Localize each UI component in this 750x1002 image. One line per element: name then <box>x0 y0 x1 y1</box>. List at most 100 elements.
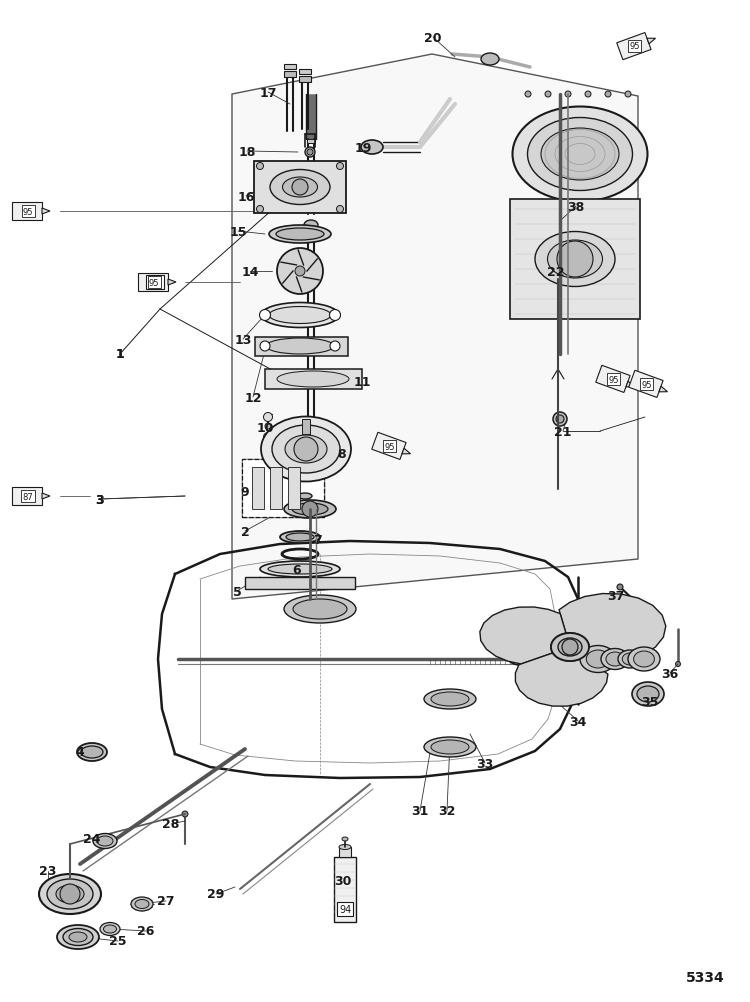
Polygon shape <box>255 338 348 357</box>
Circle shape <box>256 206 263 213</box>
Ellipse shape <box>558 638 582 656</box>
Text: 7: 7 <box>313 533 321 546</box>
Polygon shape <box>245 577 355 589</box>
Text: 26: 26 <box>137 925 154 938</box>
Bar <box>307 140 315 144</box>
Text: 36: 36 <box>662 667 679 679</box>
Circle shape <box>585 92 591 98</box>
Circle shape <box>263 433 272 442</box>
Text: 11: 11 <box>353 376 370 389</box>
Text: 32: 32 <box>438 805 456 818</box>
Ellipse shape <box>424 737 476 758</box>
Bar <box>299 70 311 75</box>
Polygon shape <box>480 607 567 664</box>
Text: 95: 95 <box>385 442 395 451</box>
Circle shape <box>605 92 611 98</box>
Text: 31: 31 <box>411 805 429 818</box>
Circle shape <box>329 311 340 322</box>
Ellipse shape <box>618 650 642 668</box>
Ellipse shape <box>634 651 655 667</box>
Polygon shape <box>510 199 640 320</box>
Ellipse shape <box>283 177 317 197</box>
Ellipse shape <box>69 932 87 942</box>
Ellipse shape <box>277 372 349 388</box>
Ellipse shape <box>56 885 84 903</box>
Ellipse shape <box>284 501 336 518</box>
Circle shape <box>565 92 571 98</box>
Circle shape <box>553 413 567 427</box>
Circle shape <box>265 444 271 450</box>
Ellipse shape <box>551 633 589 661</box>
Circle shape <box>277 248 323 295</box>
Ellipse shape <box>268 564 332 574</box>
Ellipse shape <box>269 308 331 325</box>
Ellipse shape <box>601 649 629 669</box>
Text: 95: 95 <box>641 381 652 390</box>
Polygon shape <box>515 652 608 706</box>
Circle shape <box>260 311 271 322</box>
Circle shape <box>525 92 531 98</box>
Bar <box>242 460 324 517</box>
Ellipse shape <box>541 129 619 180</box>
Circle shape <box>260 342 270 352</box>
Ellipse shape <box>284 595 356 623</box>
Ellipse shape <box>93 834 117 849</box>
Ellipse shape <box>135 900 149 909</box>
Circle shape <box>256 163 263 170</box>
Ellipse shape <box>47 879 93 909</box>
Ellipse shape <box>304 220 318 230</box>
Text: 5: 5 <box>232 585 242 598</box>
Ellipse shape <box>548 240 602 279</box>
Polygon shape <box>372 433 406 460</box>
Ellipse shape <box>551 633 589 661</box>
Bar <box>270 468 282 509</box>
Ellipse shape <box>261 417 351 482</box>
Circle shape <box>305 148 315 158</box>
Polygon shape <box>616 33 651 61</box>
Ellipse shape <box>261 304 339 329</box>
Polygon shape <box>626 382 634 388</box>
Bar <box>242 460 324 517</box>
Circle shape <box>562 639 578 655</box>
Bar <box>254 162 346 213</box>
Ellipse shape <box>39 874 101 914</box>
Text: 23: 23 <box>39 865 57 878</box>
Circle shape <box>263 413 272 422</box>
Circle shape <box>337 206 344 213</box>
Ellipse shape <box>285 436 327 464</box>
Polygon shape <box>659 387 668 393</box>
Ellipse shape <box>580 646 616 672</box>
Ellipse shape <box>131 897 153 911</box>
Ellipse shape <box>512 107 647 202</box>
Circle shape <box>292 179 308 195</box>
Ellipse shape <box>527 118 632 191</box>
Ellipse shape <box>506 643 534 665</box>
Polygon shape <box>232 55 638 599</box>
Bar <box>284 65 296 70</box>
Ellipse shape <box>272 426 340 474</box>
Ellipse shape <box>57 925 99 949</box>
Text: 4: 4 <box>76 744 84 758</box>
Polygon shape <box>559 594 666 660</box>
Text: 19: 19 <box>354 141 372 154</box>
Circle shape <box>307 150 313 156</box>
Text: 1: 1 <box>116 348 124 361</box>
Text: 24: 24 <box>83 833 100 846</box>
Text: 3: 3 <box>96 493 104 506</box>
Circle shape <box>676 662 680 667</box>
Ellipse shape <box>276 228 324 240</box>
Text: 27: 27 <box>158 895 175 908</box>
Ellipse shape <box>286 533 314 541</box>
Ellipse shape <box>280 531 320 543</box>
Polygon shape <box>168 280 176 286</box>
Text: 15: 15 <box>230 225 247 238</box>
Text: 25: 25 <box>110 935 127 948</box>
Ellipse shape <box>558 638 582 656</box>
Ellipse shape <box>339 845 351 850</box>
Circle shape <box>545 92 551 98</box>
Circle shape <box>625 92 631 98</box>
Circle shape <box>330 342 340 352</box>
Polygon shape <box>12 488 42 505</box>
Text: 95: 95 <box>148 279 159 288</box>
Bar <box>339 847 351 857</box>
